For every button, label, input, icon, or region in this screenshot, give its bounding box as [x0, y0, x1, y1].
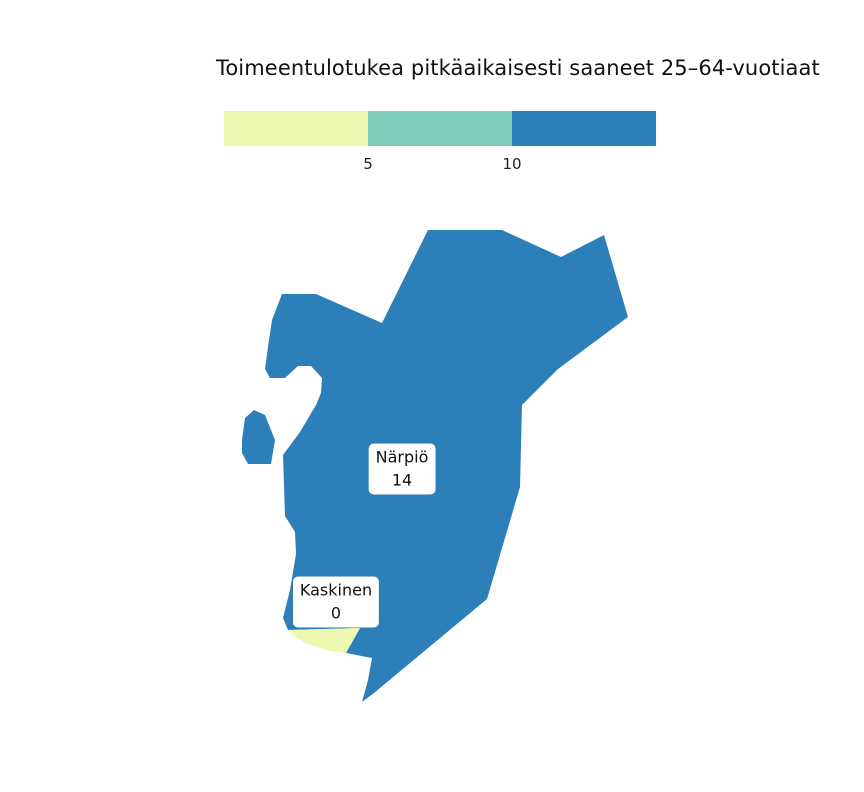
label-kaskinen-value: 0 — [330, 603, 342, 623]
map-title: Toimeentulotukea pitkäaikaisesti saaneet… — [216, 56, 820, 80]
legend-bin-mid — [368, 111, 512, 146]
label-narpio-name: Närpiö — [375, 447, 429, 467]
label-narpio: Närpiö 14 — [368, 443, 436, 495]
region-kaskinen[interactable] — [288, 628, 360, 653]
label-kaskinen-name: Kaskinen — [299, 580, 373, 600]
color-legend — [224, 111, 656, 146]
label-narpio-value: 14 — [391, 470, 413, 490]
legend-tick-5: 5 — [363, 155, 373, 173]
legend-tick-10: 10 — [502, 155, 522, 173]
label-kaskinen: Kaskinen 0 — [292, 576, 380, 628]
legend-bin-low — [224, 111, 368, 146]
legend-bin-high — [512, 111, 656, 146]
region-narpio-island[interactable] — [242, 410, 275, 464]
